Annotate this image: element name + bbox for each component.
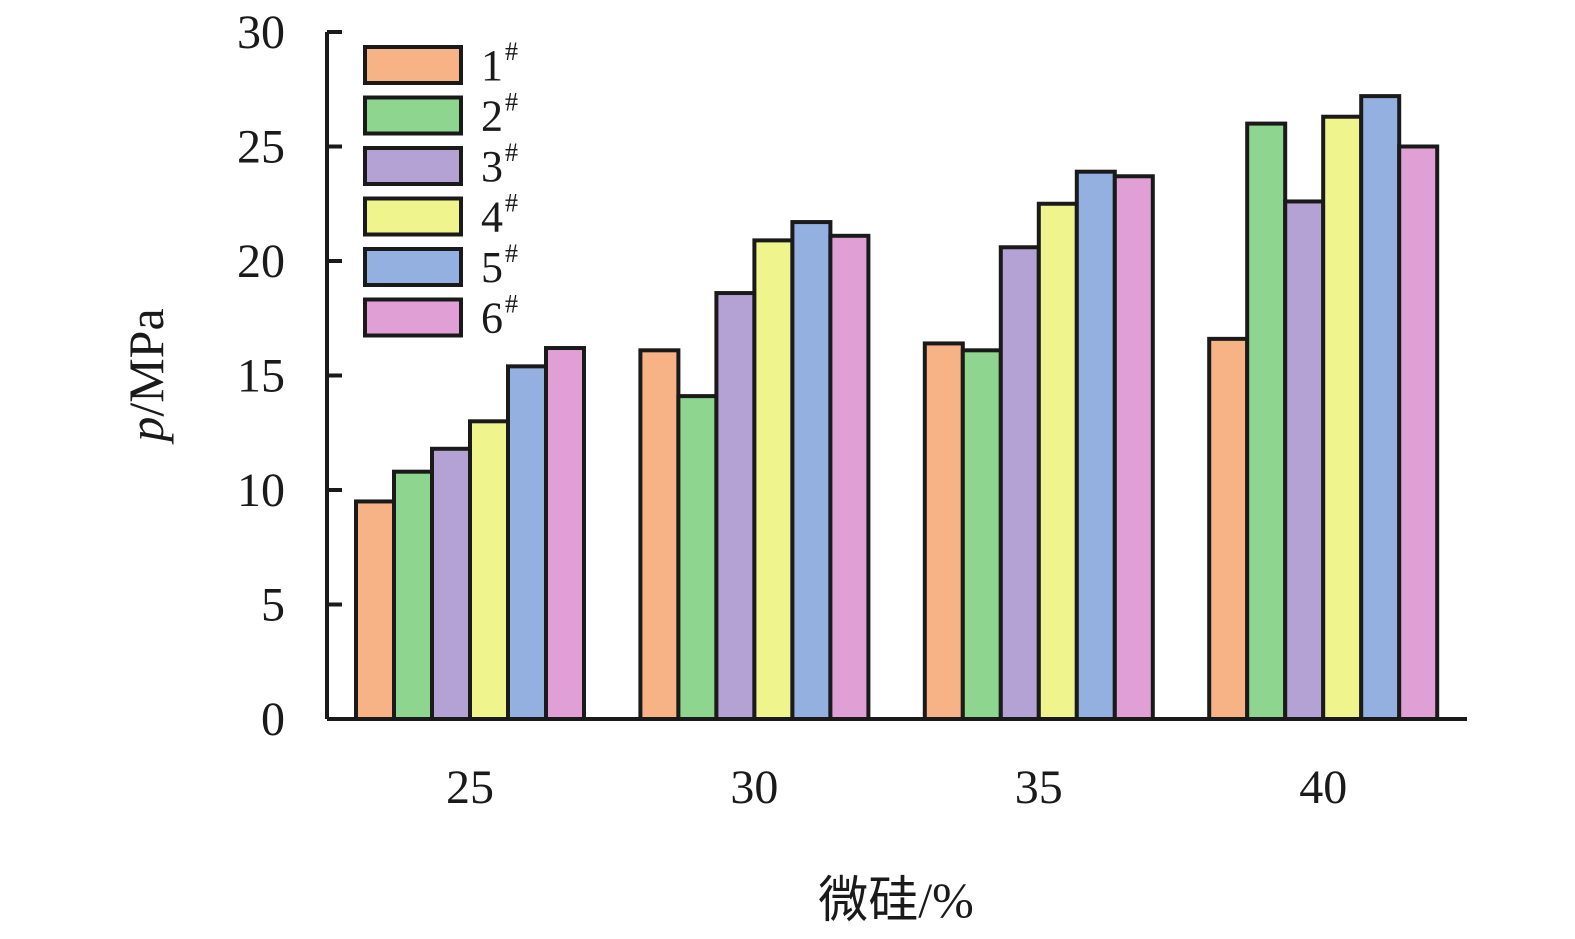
y-tick-label: 0 bbox=[261, 693, 285, 746]
bar-25-series-1 bbox=[354, 499, 396, 722]
bar-40-series-1 bbox=[1207, 336, 1250, 721]
bar-25-series-3 bbox=[430, 446, 472, 721]
legend-label-superscript: # bbox=[505, 88, 518, 117]
legend-label-superscript: # bbox=[505, 290, 518, 319]
legend-label-text: 1 bbox=[481, 41, 503, 90]
legend-label-text: 6 bbox=[481, 294, 503, 343]
y-tick-label: 15 bbox=[237, 350, 285, 403]
legend-label-3: 3# bbox=[481, 138, 518, 191]
bar-25-series-2 bbox=[392, 469, 434, 721]
x-tick-label: 30 bbox=[730, 761, 778, 814]
legend-label-text: 5 bbox=[481, 243, 503, 292]
y-tick-label: 25 bbox=[237, 121, 285, 174]
x-tick-label: 40 bbox=[1299, 761, 1347, 814]
legend-label-superscript: # bbox=[505, 239, 518, 268]
x-axis-title: 微硅/% bbox=[818, 872, 974, 928]
legend-swatch-4 bbox=[363, 196, 463, 237]
bar-40-series-4 bbox=[1321, 114, 1364, 722]
bar-30-series-6 bbox=[828, 233, 871, 721]
legend-label-4: 4# bbox=[481, 189, 518, 242]
x-tick-label: 35 bbox=[1015, 761, 1063, 814]
y-ticks: 0 5 10 15 20 25 30 bbox=[237, 6, 342, 746]
bar-40-series-3 bbox=[1283, 199, 1326, 721]
bar-30-series-4 bbox=[752, 238, 795, 721]
y-axis-title-italic: p bbox=[118, 417, 174, 445]
bar-35-series-6 bbox=[1112, 174, 1155, 721]
legend-label-1: 1# bbox=[481, 37, 518, 90]
bar-25-series-4 bbox=[468, 419, 510, 721]
bar-30-series-5 bbox=[790, 220, 833, 721]
y-tick-label: 30 bbox=[237, 6, 285, 59]
bar-35-series-3 bbox=[998, 245, 1041, 721]
legend-label-6: 6# bbox=[481, 290, 518, 343]
legend-label-5: 5# bbox=[481, 239, 518, 292]
bar-30-series-1 bbox=[638, 348, 681, 721]
legend-swatch-5 bbox=[363, 247, 463, 287]
legend-label-superscript: # bbox=[505, 189, 518, 218]
legend-swatch-1 bbox=[363, 45, 463, 85]
legend-swatch-3 bbox=[363, 146, 463, 186]
bar-40-series-2 bbox=[1245, 121, 1288, 722]
x-tick-labels: 25 30 35 40 bbox=[446, 761, 1347, 814]
bar-35-series-1 bbox=[922, 341, 965, 721]
legend-label-text: 2 bbox=[481, 92, 503, 141]
bar-35-series-2 bbox=[960, 348, 1003, 721]
y-axis-title-unit: /MPa bbox=[118, 308, 174, 416]
bar-30-series-3 bbox=[714, 291, 757, 721]
y-tick-label: 20 bbox=[237, 235, 285, 288]
bar-30-series-2 bbox=[676, 394, 719, 721]
legend-label-superscript: # bbox=[505, 37, 518, 66]
legend: 1#2#3#4#5#6# bbox=[363, 37, 518, 343]
legend-swatch-2 bbox=[363, 95, 463, 136]
bar-35-series-4 bbox=[1036, 201, 1079, 721]
legend-label-text: 3 bbox=[481, 142, 503, 191]
bar-25-series-5 bbox=[506, 364, 548, 721]
legend-label-text: 4 bbox=[481, 193, 503, 242]
bar-40-series-6 bbox=[1397, 144, 1440, 721]
y-axis-title: p/MPa bbox=[118, 308, 174, 444]
bar-25-series-6 bbox=[544, 346, 586, 721]
legend-swatch-6 bbox=[363, 297, 463, 338]
y-tick-label: 10 bbox=[237, 464, 285, 517]
bar-40-series-5 bbox=[1359, 94, 1402, 722]
legend-label-2: 2# bbox=[481, 88, 518, 141]
bar-35-series-5 bbox=[1074, 169, 1117, 721]
bars-layer bbox=[354, 94, 1440, 722]
legend-label-superscript: # bbox=[505, 138, 518, 167]
y-tick-label: 5 bbox=[261, 579, 285, 632]
x-tick-label: 25 bbox=[446, 761, 494, 814]
